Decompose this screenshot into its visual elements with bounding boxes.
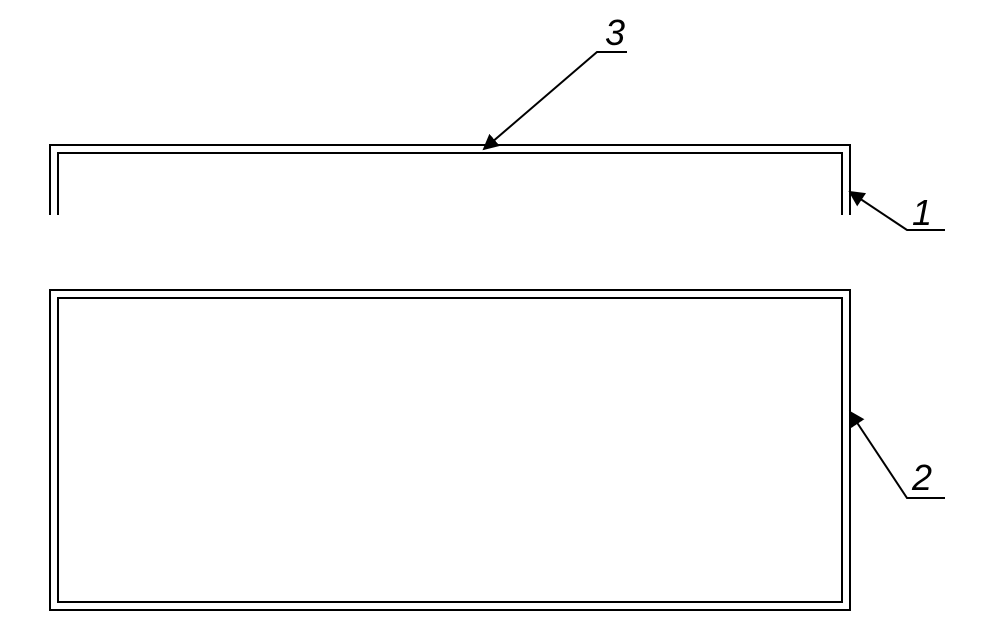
box-shape bbox=[50, 290, 850, 610]
leader-line-3 bbox=[484, 52, 627, 149]
lid-outer bbox=[50, 145, 850, 215]
label-3: 3 bbox=[605, 12, 625, 53]
labels: 3 1 2 bbox=[605, 12, 932, 498]
label-1: 1 bbox=[912, 192, 932, 233]
technical-diagram: 3 1 2 bbox=[0, 0, 1000, 636]
box-outer bbox=[50, 290, 850, 610]
lid-inner bbox=[58, 153, 842, 215]
lid-shape bbox=[50, 145, 850, 215]
box-inner bbox=[58, 298, 842, 602]
leader-lines bbox=[484, 52, 945, 498]
label-2: 2 bbox=[911, 457, 932, 498]
